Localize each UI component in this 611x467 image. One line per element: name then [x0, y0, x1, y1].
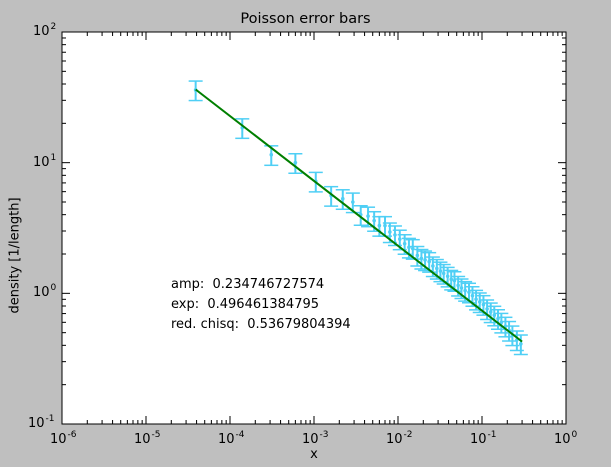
x-tick-label: 100 — [554, 430, 578, 447]
chart-title: Poisson error bars — [240, 11, 371, 27]
y-tick-label: 102 — [33, 22, 57, 39]
annotation-exp: exp: 0.496461384795 — [171, 297, 320, 312]
x-tick-label: 10-2 — [386, 430, 413, 447]
x-tick-label: 10-5 — [134, 430, 161, 447]
y-tick-label: 101 — [33, 152, 57, 170]
annotation-amp: amp: 0.234746727574 — [171, 277, 325, 292]
x-tick-label: 10-6 — [50, 430, 77, 447]
y-tick-label: 10-1 — [28, 414, 55, 431]
axis-ticks — [61, 31, 567, 425]
y-tick-label: 100 — [33, 283, 57, 301]
plot-area — [62, 32, 566, 424]
y-axis-label: density [1/length] — [7, 197, 23, 314]
x-axis-label: x — [310, 447, 318, 462]
annotation-red-chisq: red. chisq: 0.53679804394 — [171, 317, 351, 332]
axes-frame — [61, 31, 567, 425]
fit-line-series — [195, 88, 523, 343]
x-tick-label: 10-3 — [302, 430, 329, 447]
x-tick-label: 10-1 — [470, 430, 497, 447]
x-tick-label: 10-4 — [218, 430, 245, 447]
